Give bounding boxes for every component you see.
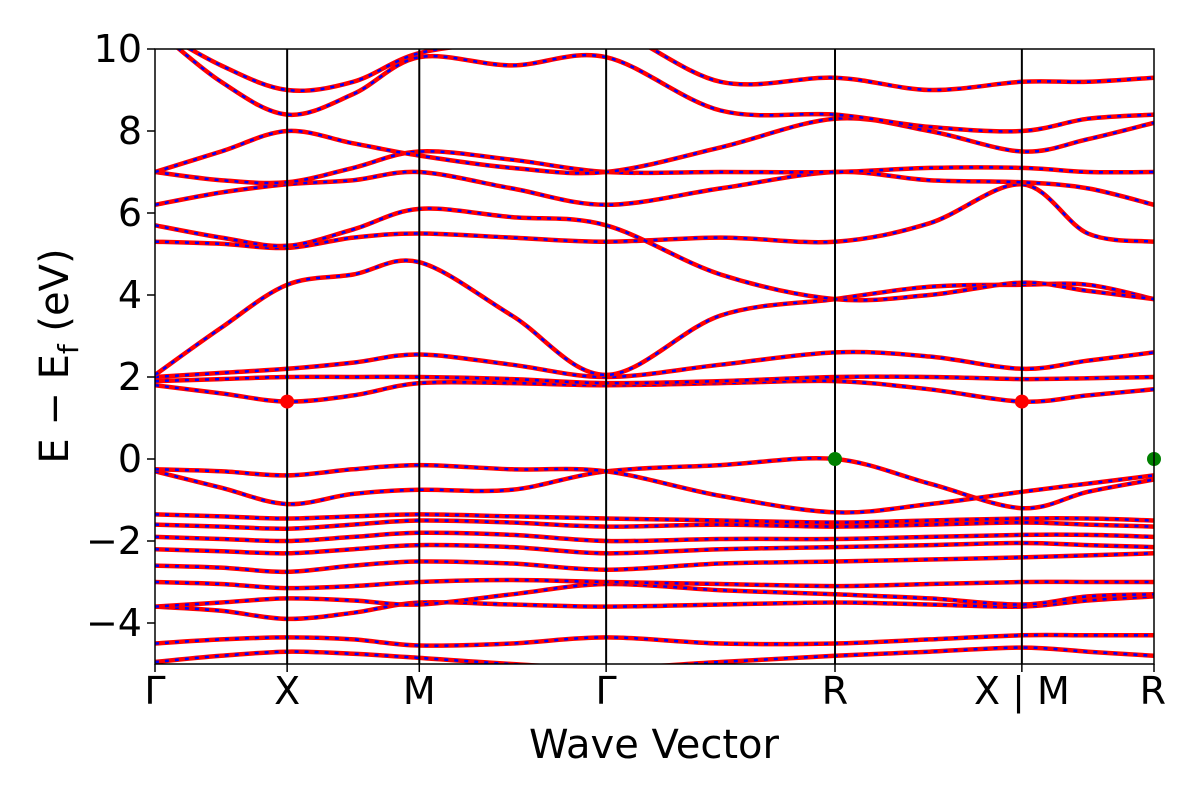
band-line-overlay-1: [155, 633, 1154, 647]
band-line-overlay-11: [155, 463, 1154, 514]
cbm-marker-0: [280, 394, 295, 409]
band-line-overlay-20: [155, 116, 1154, 175]
y-axis-ticks: −4 −2 0 2 4 6 8 10: [86, 27, 155, 645]
band-line-overlay-5: [155, 552, 1154, 574]
band-line-overlay-14: [155, 350, 1154, 379]
y-axis-title-unit: (eV): [32, 248, 78, 344]
y-tick-label-7: 10: [94, 27, 142, 71]
y-tick-label-2: 0: [118, 437, 142, 481]
x-tick-label-4: R: [822, 669, 848, 713]
vbm-marker-2: [828, 452, 843, 466]
band-line-0: [155, 645, 1154, 664]
x-tick-label-0: Γ: [144, 669, 165, 713]
band-line-overlay-9: [155, 513, 1154, 524]
x-axis-ticks: Γ X M Γ R X | M R: [144, 664, 1166, 714]
x-tick-label-5: X | M: [974, 669, 1070, 714]
y-axis-title-subscript: f: [52, 343, 85, 354]
x-axis-title: Wave Vector: [529, 722, 780, 768]
plot-frame: [154, 48, 1155, 665]
band-line-overlay-18: [155, 170, 1154, 207]
band-line-overlay-7: [155, 531, 1154, 543]
band-line-10: [155, 455, 1154, 511]
band-line-overlay-2: [155, 595, 1154, 621]
k-point-lines: [286, 49, 1023, 664]
cbm-marker-1: [1014, 394, 1029, 409]
band-line-overlay-21: [177, 49, 1154, 133]
band-line-overlay-8: [155, 519, 1154, 530]
y-tick-label-6: 8: [118, 109, 142, 153]
band-line-overlay-4: [155, 578, 1154, 590]
x-tick-label-6: R: [1140, 669, 1166, 713]
y-axis-title: E − Ef (eV): [32, 248, 85, 463]
y-axis-title-main: E − E: [32, 354, 78, 464]
y-tick-label-0: −4: [86, 601, 142, 645]
y-tick-label-5: 6: [118, 191, 142, 235]
y-tick-label-1: −2: [86, 519, 142, 563]
band-line-overlay-13: [155, 375, 1154, 385]
band-line-overlay-22: [187, 49, 1154, 93]
x-tick-label-1: X: [274, 669, 300, 713]
band-line-overlay-16: [155, 183, 1154, 250]
band-edge-markers: [280, 394, 1161, 466]
band-line-overlay-17: [155, 207, 1154, 302]
y-tick-label-3: 2: [118, 355, 142, 399]
x-tick-label-3: Γ: [596, 669, 617, 713]
band-line-overlay-6: [155, 541, 1154, 555]
y-tick-label-4: 4: [118, 273, 142, 317]
x-tick-label-2: M: [403, 669, 436, 713]
